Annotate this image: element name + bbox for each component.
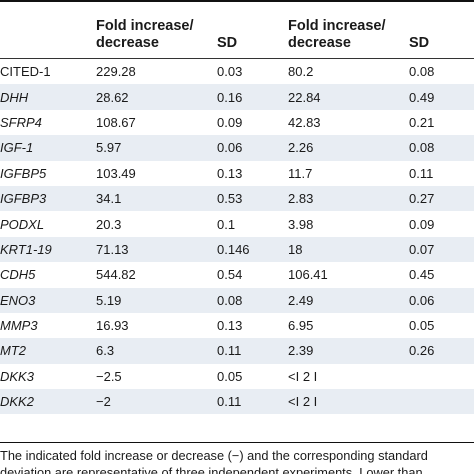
- fold-change-2-cell: 42.83: [288, 114, 321, 130]
- gene-cell: IGFBP3: [0, 185, 92, 212]
- gene-cell: PODXL: [0, 216, 45, 232]
- sd-2-cell: 0.08: [409, 64, 435, 80]
- fold-change-2-cell: 3.98: [288, 216, 314, 232]
- footnote-line-2: deviation are representative of three in…: [0, 465, 423, 474]
- sd-2-cell: [409, 389, 474, 415]
- fold-change-1-cell: −2.5: [96, 368, 122, 384]
- gene-cell: CITED-1: [0, 64, 51, 80]
- header-sd-2: SD: [409, 9, 474, 59]
- gene-cell: DKK3: [0, 368, 34, 384]
- sd-2-cell: 0.11: [409, 165, 434, 181]
- fold-change-2-cell: <I 2 I: [284, 389, 409, 415]
- sd-1-cell: 0.03: [217, 64, 243, 80]
- gene-cell: DKK2: [0, 389, 92, 415]
- sd-1-cell: 0.08: [217, 287, 284, 313]
- gene-cell: MMP3: [0, 318, 38, 334]
- sd-1-cell: 0.13: [217, 318, 243, 334]
- fold-change-table: Fold increase/ decrease SD Fold increase…: [0, 9, 474, 415]
- gene-cell: CDH5: [0, 267, 36, 283]
- table-row: DHH 28.62 0.16 22.84 0.49: [0, 84, 474, 110]
- fold-change-1-cell: 108.67: [96, 114, 136, 130]
- fold-change-1-cell: 71.13: [92, 236, 217, 263]
- sd-1-cell: 0.11: [217, 338, 284, 364]
- fold-change-1-cell: 544.82: [96, 267, 136, 283]
- fold-change-2-cell: 2.39: [284, 338, 409, 364]
- sd-1-cell: 0.54: [217, 267, 243, 283]
- sd-1-cell: 0.146: [217, 236, 284, 263]
- header-fold-increase-1: Fold increase/ decrease: [92, 9, 217, 59]
- fold-change-2-cell: 6.95: [288, 318, 314, 334]
- header-fold-increase-2: Fold increase/ decrease: [284, 9, 409, 59]
- table-row: IGFBP5 103.49 0.13 11.7 0.11: [0, 161, 474, 186]
- fold-change-2-cell: 18: [284, 236, 409, 263]
- gene-cell: IGFBP5: [0, 165, 47, 181]
- sd-2-cell: 0.45: [409, 267, 435, 283]
- fold-change-2-cell: 80.2: [288, 64, 314, 80]
- table-row: ENO3 5.19 0.08 2.49 0.06: [0, 287, 474, 313]
- fold-change-2-cell: 22.84: [284, 84, 409, 110]
- sd-2-cell: 0.09: [409, 216, 435, 232]
- sd-2-cell: [409, 364, 474, 389]
- header-sd-1: SD: [217, 9, 284, 59]
- fold-change-1-cell: 229.28: [96, 64, 136, 80]
- sd-2-cell: 0.27: [409, 185, 474, 212]
- fold-change-1-cell: −2: [92, 389, 217, 415]
- sd-1-cell: 0.11: [217, 389, 284, 415]
- sd-1-cell: 0.05: [217, 368, 243, 384]
- table-row: CITED-1 229.28 0.03 80.2 0.08: [0, 59, 474, 85]
- fold-change-2-cell: 11.7: [288, 165, 313, 181]
- gene-cell: SFRP4: [0, 114, 42, 130]
- table-row: IGFBP3 34.1 0.53 2.83 0.27: [0, 185, 474, 212]
- fold-change-1-cell: 103.49: [96, 165, 136, 181]
- sd-2-cell: 0.06: [409, 287, 474, 313]
- sd-1-cell: 0.53: [217, 185, 284, 212]
- fold-change-2-cell: 2.26: [284, 135, 409, 161]
- header-gene: [0, 9, 92, 59]
- table-row: PODXL 20.3 0.1 3.98 0.09: [0, 211, 474, 236]
- table-footnote: The indicated fold increase or decrease …: [0, 447, 474, 474]
- gene-cell: IGF-1: [0, 135, 92, 161]
- gene-cell: KRT1-19: [0, 236, 92, 263]
- fold-change-1-cell: 28.62: [92, 84, 217, 110]
- fold-change-1-cell: 34.1: [92, 185, 217, 212]
- gene-cell: DHH: [0, 84, 92, 110]
- table-bottom-rule: [0, 442, 474, 443]
- gene-cell: MT2: [0, 338, 92, 364]
- sd-2-cell: 0.07: [409, 236, 474, 263]
- sd-2-cell: 0.21: [409, 114, 435, 130]
- sd-1-cell: 0.06: [217, 135, 284, 161]
- table-row: DKK3 −2.5 0.05 <I 2 I: [0, 364, 474, 389]
- sd-2-cell: 0.05: [409, 318, 435, 334]
- header-row: Fold increase/ decrease SD Fold increase…: [0, 9, 474, 59]
- gene-cell: ENO3: [0, 287, 92, 313]
- fold-change-1-cell: 20.3: [96, 216, 122, 232]
- sd-1-cell: 0.16: [217, 84, 284, 110]
- fold-change-1-cell: 5.97: [92, 135, 217, 161]
- table-row: MT2 6.3 0.11 2.39 0.26: [0, 338, 474, 364]
- footnote-line-1: The indicated fold increase or decrease …: [0, 448, 428, 463]
- sd-2-cell: 0.49: [409, 84, 474, 110]
- table-row: MMP3 16.93 0.13 6.95 0.05: [0, 313, 474, 338]
- sd-2-cell: 0.26: [409, 338, 474, 364]
- fold-change-2-cell: 106.41: [288, 267, 328, 283]
- fold-change-2-cell: 2.83: [284, 185, 409, 212]
- table-header: Fold increase/ decrease SD Fold increase…: [0, 9, 474, 59]
- table-row: IGF-1 5.97 0.06 2.26 0.08: [0, 135, 474, 161]
- sd-1-cell: 0.1: [217, 216, 236, 232]
- fold-change-2-cell: <I 2 I: [288, 368, 318, 384]
- sd-1-cell: 0.09: [217, 114, 243, 130]
- table-body: CITED-1 229.28 0.03 80.2 0.08 DHH 28.62 0.16 22.…: [0, 59, 474, 415]
- table-row: KRT1-19 71.13 0.146 18 0.07: [0, 236, 474, 263]
- fold-change-1-cell: 6.3: [92, 338, 217, 364]
- sd-1-cell: 0.13: [217, 165, 243, 181]
- fold-change-1-cell: 16.93: [96, 318, 129, 334]
- table-top-rule: [0, 0, 474, 2]
- fold-change-2-cell: 2.49: [284, 287, 409, 313]
- sd-2-cell: 0.08: [409, 135, 474, 161]
- fold-change-1-cell: 5.19: [92, 287, 217, 313]
- table-row: CDH5 544.82 0.54 106.41 0.45: [0, 262, 474, 287]
- table-row: DKK2 −2 0.11 <I 2 I: [0, 389, 474, 415]
- table-row: SFRP4 108.67 0.09 42.83 0.21: [0, 110, 474, 135]
